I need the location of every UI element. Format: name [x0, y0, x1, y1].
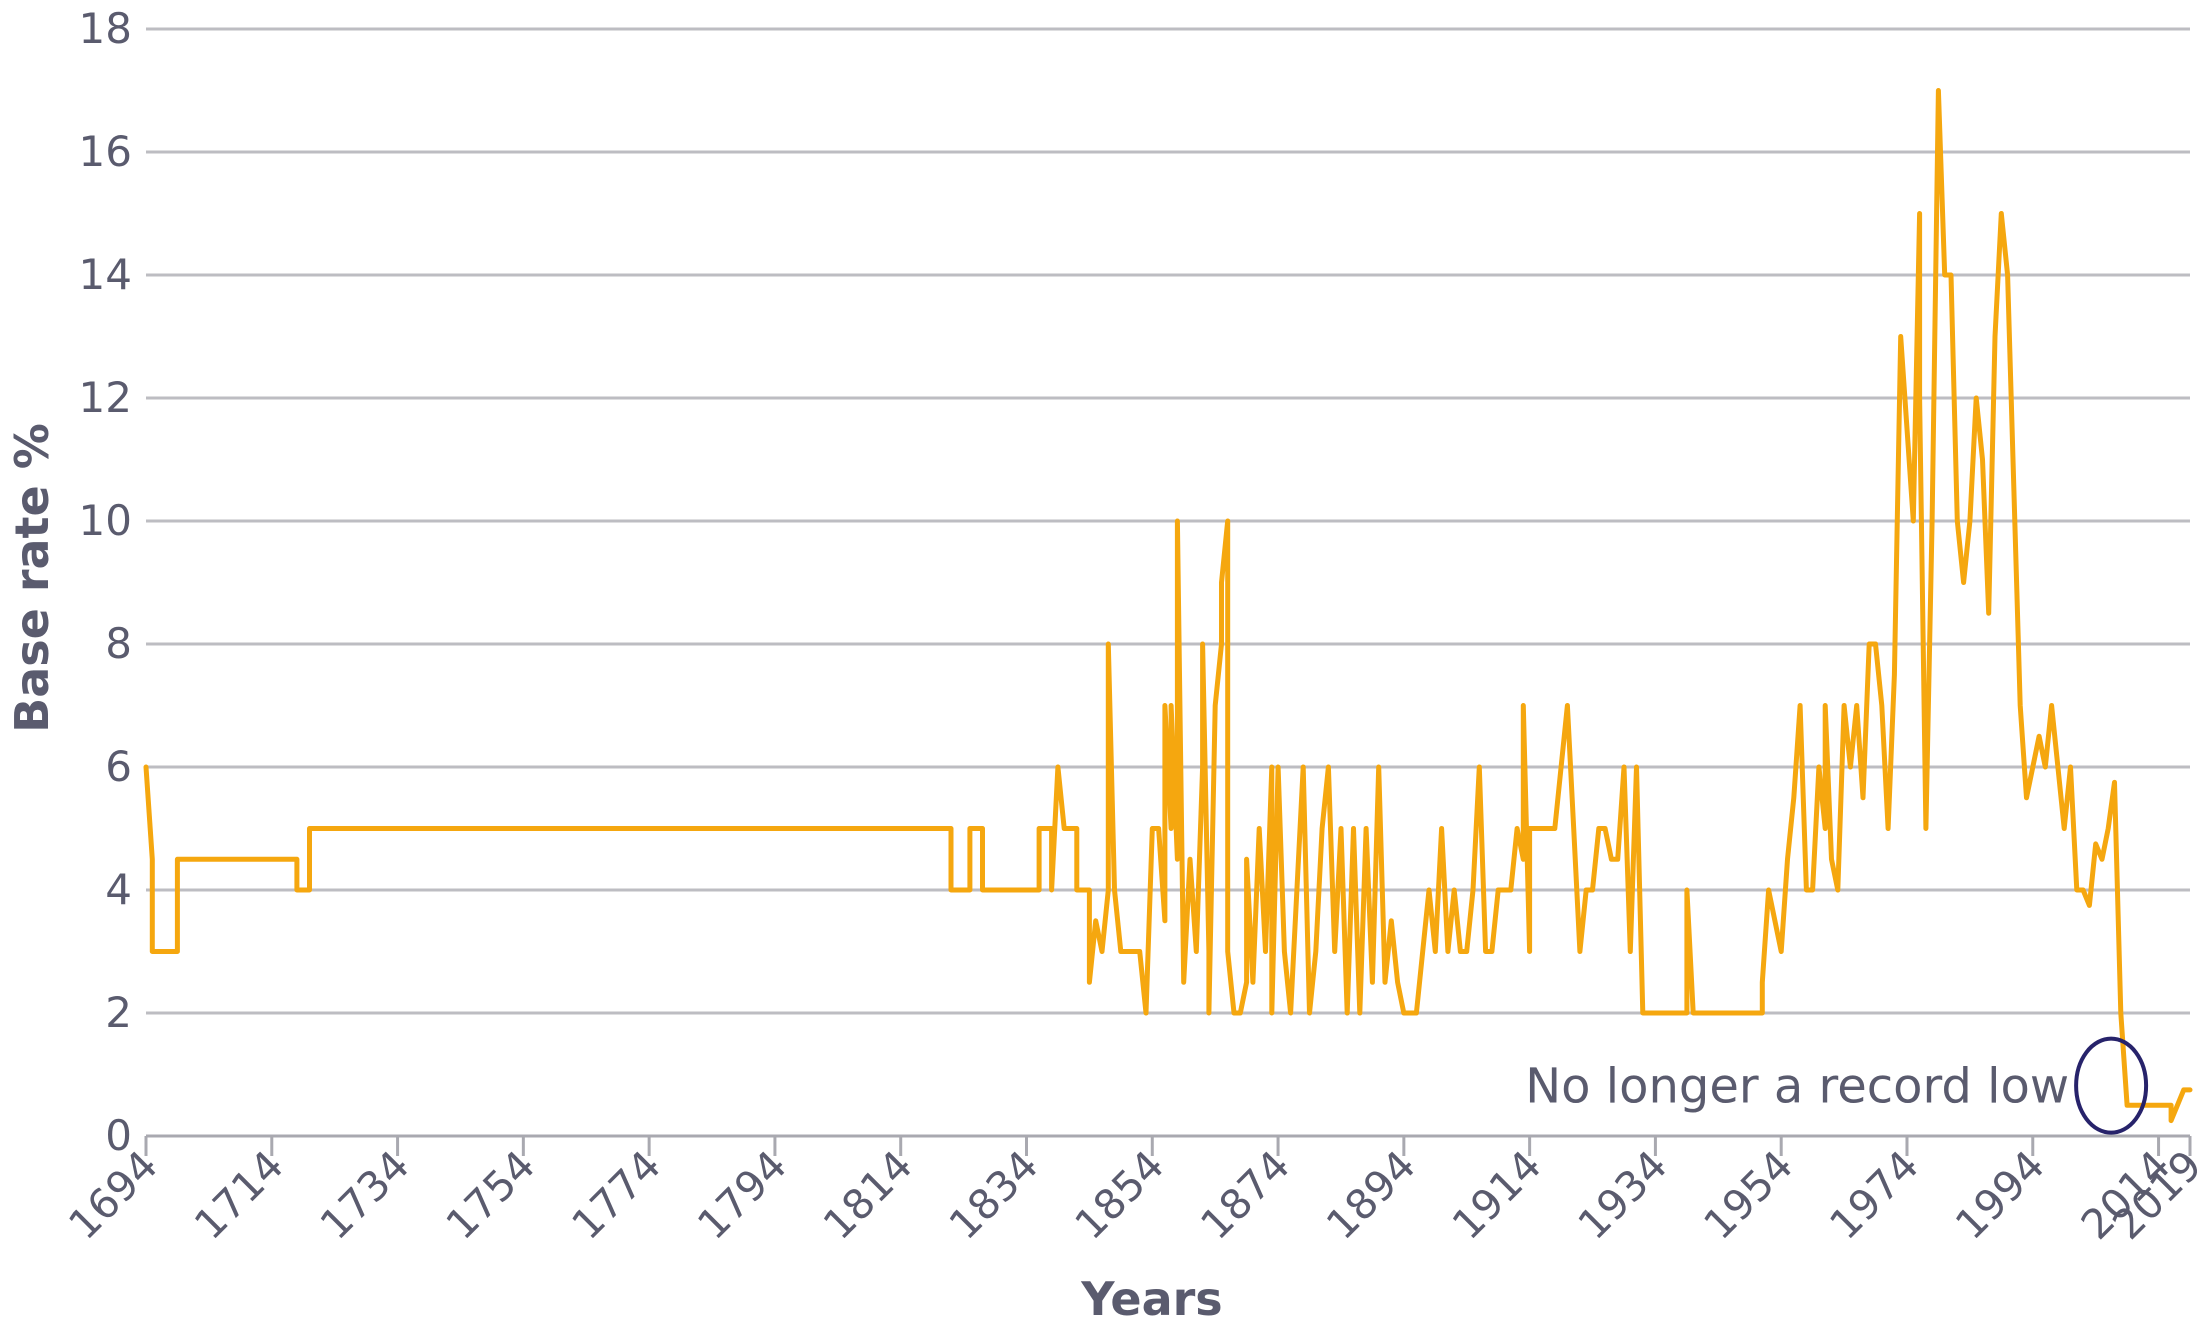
y-tick-label: 10 — [79, 496, 132, 545]
x-tick-label: 1934 — [1569, 1141, 1677, 1249]
x-tick-label: 1814 — [814, 1141, 922, 1249]
x-tick-label: 1974 — [1820, 1141, 1928, 1249]
series-line — [143, 88, 2193, 1124]
x-tick-label: 1874 — [1191, 1141, 1299, 1249]
annotation-label: No longer a record low — [1525, 1059, 2069, 1115]
series-layer — [143, 88, 2193, 1124]
y-tick-label: 4 — [105, 865, 132, 914]
x-tick-label: 1894 — [1317, 1141, 1425, 1249]
y-tick-label: 0 — [105, 1111, 132, 1160]
grid-lines — [146, 27, 2190, 1015]
annotation-circle — [2074, 1036, 2149, 1135]
x-tick-label: 1954 — [1695, 1141, 1803, 1249]
y-tick-label: 16 — [79, 127, 132, 176]
annotations: No longer a record low — [1525, 1036, 2149, 1135]
x-tick-label: 1754 — [437, 1141, 545, 1249]
y-axis-title: Base rate % — [5, 423, 59, 733]
x-tick-label: 1714 — [185, 1141, 293, 1249]
y-tick-label: 12 — [79, 373, 132, 422]
x-tick-label: 1994 — [1946, 1141, 2054, 1249]
x-tick-label: 1914 — [1443, 1141, 1551, 1249]
x-tick-label: 1794 — [688, 1141, 796, 1249]
y-tick-label: 6 — [105, 742, 132, 791]
x-tick-label: 1734 — [311, 1141, 419, 1249]
x-tick-label: 1774 — [562, 1141, 670, 1249]
x-axis-title: Years — [1080, 1272, 1222, 1326]
y-tick-label: 8 — [105, 619, 132, 668]
x-tick-label: 1834 — [940, 1141, 1048, 1249]
x-tick-label: 1854 — [1066, 1141, 1174, 1249]
y-tick-label: 14 — [79, 250, 132, 299]
y-tick-label: 18 — [79, 4, 132, 53]
y-tick-label: 2 — [105, 988, 132, 1037]
